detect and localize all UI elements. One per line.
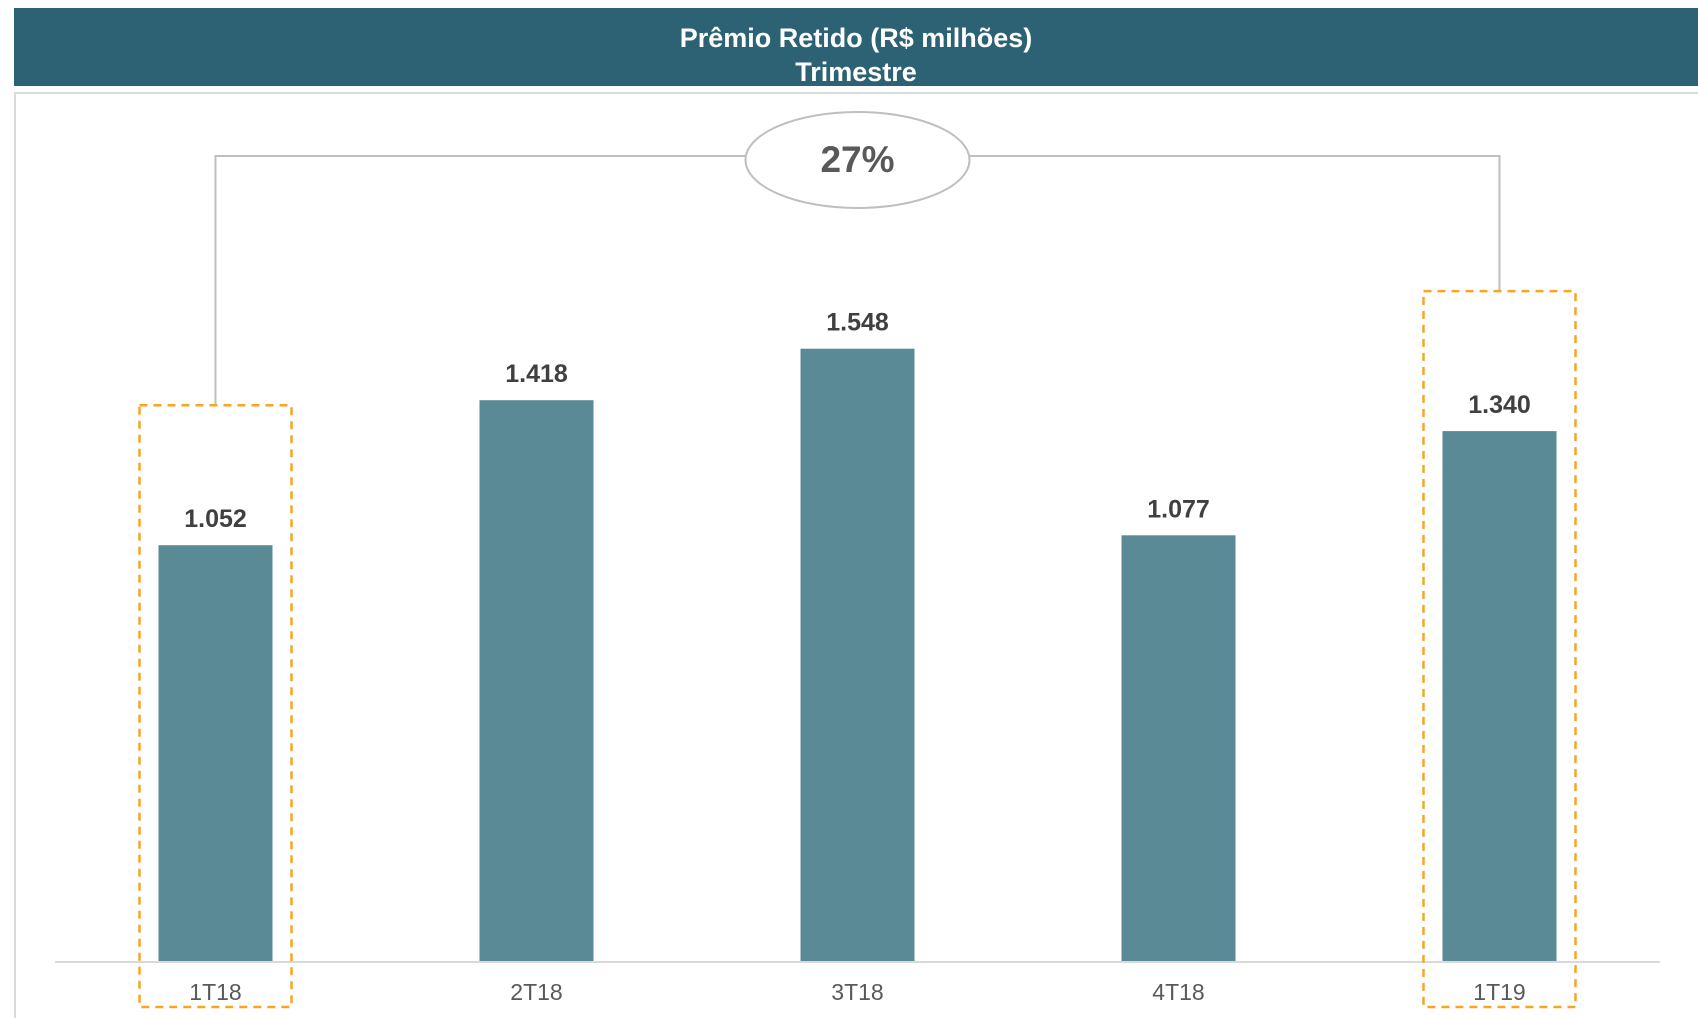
x-tick-label-3T18: 3T18	[831, 979, 883, 1005]
bar-3T18	[801, 349, 915, 962]
bars-layer	[159, 349, 1557, 962]
bar-2T18	[480, 400, 594, 962]
data-label-2T18: 1.418	[505, 360, 568, 388]
x-tick-label-1T18: 1T18	[189, 979, 241, 1005]
x-tick-label-4T18: 4T18	[1152, 979, 1204, 1005]
bar-1T19	[1443, 431, 1557, 962]
data-label-3T18: 1.548	[826, 309, 889, 337]
x-tick-label-1T19: 1T19	[1473, 979, 1525, 1005]
data-label-1T18: 1.052	[184, 505, 247, 533]
bar-1T18	[159, 545, 273, 962]
bar-4T18	[1122, 535, 1236, 962]
data-label-1T19: 1.340	[1468, 391, 1531, 419]
growth-label: 27%	[820, 139, 894, 180]
data-label-4T18: 1.077	[1147, 495, 1210, 523]
x-tick-label-2T18: 2T18	[510, 979, 562, 1005]
